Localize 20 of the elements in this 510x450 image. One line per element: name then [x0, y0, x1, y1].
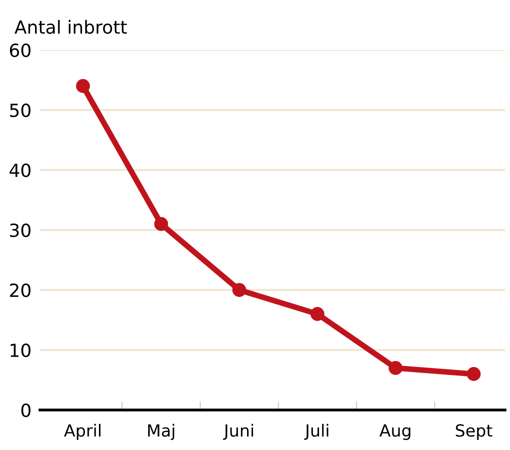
y-tick-label: 30 [10, 223, 30, 238]
point [388, 361, 403, 375]
y-tick-label: 20 [10, 283, 30, 298]
y-tick-label: 60 [10, 43, 30, 58]
y-tick-label: 10 [10, 343, 30, 358]
point [466, 367, 481, 381]
y-axis-title: Antal inbrott [14, 20, 127, 34]
y-tick-label: 40 [10, 163, 30, 178]
point [232, 283, 246, 297]
x-tick-label: Juni [223, 424, 254, 440]
point [154, 217, 168, 231]
x-tick-label: Maj [148, 424, 174, 440]
x-tick-label: Juli [304, 424, 328, 440]
x-tick-label: Aug [379, 424, 410, 440]
x-tick-label: April [64, 424, 100, 440]
x-tick-label: Sept [456, 424, 492, 440]
y-tick-label: 50 [10, 103, 30, 118]
point [310, 307, 324, 321]
y-tick-label: 0 [21, 403, 30, 418]
point [76, 79, 90, 93]
